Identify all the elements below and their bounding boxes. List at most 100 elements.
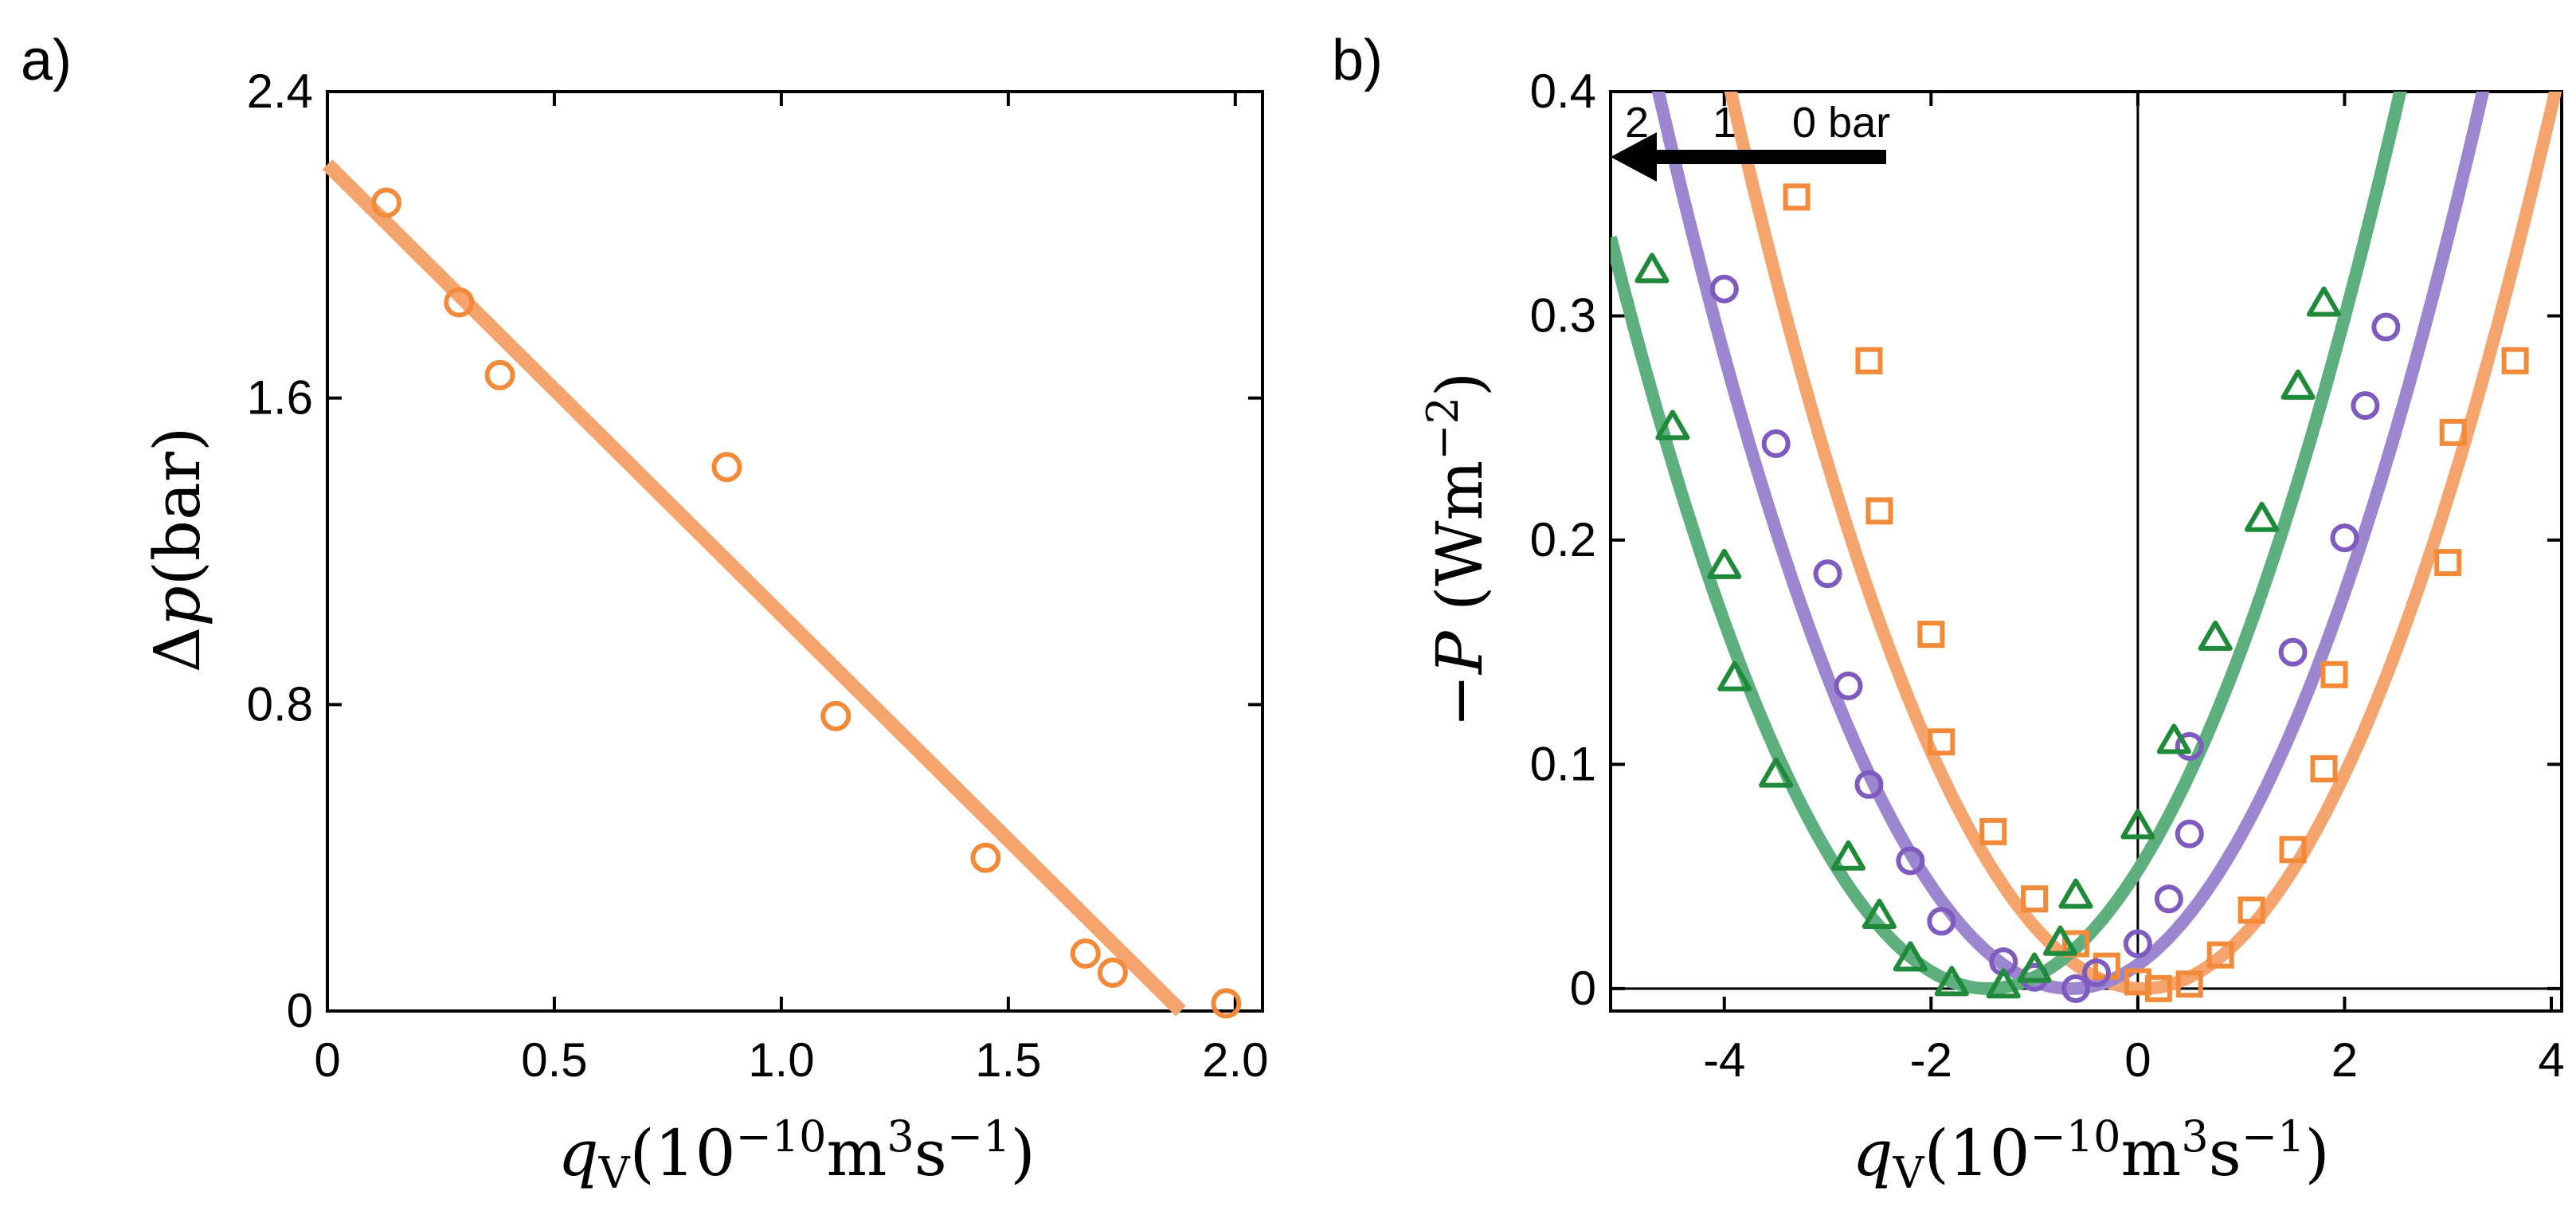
- b-data-point-triangle: [1986, 968, 2021, 999]
- y-label-exp: −2: [1418, 397, 1468, 460]
- b-data-point-square: [1865, 497, 1893, 525]
- b-data-point-triangle: [1655, 410, 1690, 441]
- b-data-point-circle: [2175, 819, 2204, 848]
- b-fit-curve: [1724, 92, 2562, 995]
- svg-text:qV(10−10m3s−1): qV(10−10m3s−1): [558, 1111, 1035, 1198]
- x-label-m: m: [827, 1116, 887, 1190]
- b-xtick-label: 0: [2124, 1033, 2151, 1087]
- a-ytick-label: 2.4: [247, 65, 313, 118]
- panel-a-ticks: 0 0.5 1.0 1.5 2.0 0 0.8 1.6 2.4: [247, 65, 1269, 1087]
- a-data-point: [371, 187, 402, 218]
- b-data-point-square: [2501, 347, 2529, 374]
- b-data-point-triangle: [1830, 840, 1866, 871]
- b-data-point-triangle: [2042, 925, 2078, 956]
- a-data-point: [711, 452, 742, 483]
- b-data-point-triangle: [1634, 253, 1670, 284]
- x-label-exp1: −10: [736, 1111, 827, 1162]
- a-ytick-label: 1.6: [247, 371, 313, 425]
- y-label-P: P: [1423, 630, 1497, 676]
- b-ytick-label: 0: [1570, 962, 1596, 1015]
- panel-a-letter: a): [21, 29, 72, 92]
- b-data-point-circle: [1896, 846, 1925, 876]
- b-data-point-triangle: [2306, 286, 2342, 317]
- a-data-point: [484, 359, 515, 390]
- b-ytick-label: 0.3: [1530, 288, 1596, 342]
- b-data-point-circle: [2330, 523, 2359, 553]
- b-data-point-square: [2310, 755, 2338, 783]
- b-data-point-triangle: [2245, 501, 2280, 532]
- panel-b-ticks: -4 -2 0 2 4 0 0.1 0.2 0.3 0.4: [1530, 65, 2565, 1087]
- b-data-point-circle: [2123, 929, 2152, 958]
- b-data-point-square: [1928, 728, 1955, 756]
- b-data-point-triangle: [1759, 757, 1794, 788]
- b-data-point-square: [2237, 896, 2265, 924]
- x-label-exp3: −1: [2241, 1111, 2305, 1162]
- x-label-q: q: [1852, 1116, 1893, 1190]
- y-label-minus: −: [1423, 674, 1497, 727]
- b-data-point-triangle: [1707, 548, 1742, 579]
- b-data-point-circle: [2175, 731, 2204, 761]
- b-xtick-label: -4: [1703, 1033, 1745, 1087]
- b-data-point-square: [2279, 836, 2307, 864]
- b-data-point-circle: [1854, 770, 1884, 799]
- y-label-unit: (bar): [140, 427, 214, 586]
- a-ytick-label: 0.8: [247, 677, 313, 731]
- annotation-label-0: 0 bar: [1792, 99, 1890, 147]
- b-data-point-circle: [1834, 671, 1863, 700]
- b-fit-curve: [1611, 92, 2407, 995]
- x-label-s: s: [914, 1116, 947, 1190]
- a-data-point: [1211, 988, 1242, 1019]
- b-data-point-square: [1783, 183, 1811, 211]
- a-data-point: [444, 287, 475, 318]
- a-data-point: [1097, 957, 1128, 988]
- y-label-open: (Wm: [1423, 460, 1497, 632]
- b-data-point-circle: [1709, 274, 1739, 304]
- a-data-point: [820, 700, 851, 731]
- b-data-point-circle: [2061, 974, 2091, 1003]
- panel-b-points: [1634, 183, 2529, 1003]
- b-data-point-square: [2021, 885, 2049, 913]
- panel-b-frame: [1609, 90, 2563, 1013]
- b-data-point-triangle: [2280, 369, 2316, 400]
- b-data-point-square: [2434, 549, 2462, 577]
- x-label-close: ): [2304, 1116, 2329, 1190]
- x-label-exp2: 3: [887, 1111, 914, 1162]
- panel-a-frame: [326, 90, 1264, 1013]
- b-data-point-square: [1917, 621, 1945, 649]
- b-ytick-label: 0.4: [1530, 65, 1596, 118]
- b-data-point-triangle: [2198, 620, 2233, 651]
- b-data-point-triangle: [2017, 952, 2052, 983]
- y-label-delta: Δ: [140, 627, 214, 673]
- b-data-point-triangle: [2058, 878, 2093, 909]
- a-data-point: [970, 842, 1001, 873]
- b-data-point-circle: [1761, 429, 1791, 458]
- b-data-point-square: [2206, 941, 2234, 969]
- panel-a-x-label: qV(10−10m3s−1): [558, 1111, 1035, 1198]
- annotation-arrow-head: [1611, 132, 1657, 182]
- b-data-point-square: [2439, 418, 2467, 446]
- x-label-open: (10: [630, 1116, 736, 1190]
- x-label-close: ): [1010, 1116, 1035, 1190]
- x-label-exp1: −10: [2030, 1111, 2121, 1162]
- b-data-point-triangle: [1934, 966, 1969, 997]
- a-xtick-label: 1.5: [975, 1033, 1041, 1087]
- b-data-point-triangle: [1862, 898, 1897, 929]
- a-ytick-label: 0: [287, 984, 313, 1037]
- panel-b-letter: b): [1332, 29, 1383, 92]
- panel-a: a) 0 0.5 1.0 1.5 2.0 0 0.8 1.6 2.4 Δp(bar) qV(10…: [21, 29, 1269, 1198]
- b-data-point-circle: [2081, 958, 2111, 988]
- b-data-point-triangle: [1893, 941, 1928, 972]
- x-label-exp3: −1: [947, 1111, 1011, 1162]
- x-label-sub: V: [1893, 1148, 1925, 1198]
- b-fit-curve: [1651, 92, 2490, 995]
- b-data-point-circle: [2351, 391, 2380, 421]
- b-data-point-square: [1855, 347, 1883, 374]
- b-data-point-triangle: [2156, 723, 2191, 754]
- a-xtick-label: 2.0: [1202, 1033, 1268, 1087]
- panel-b-y-label: −P (Wm−2): [1418, 372, 1497, 727]
- b-data-point-circle: [1927, 907, 1956, 936]
- panel-b: b) -4 -2 0 2 4 0 0.1 0.2 0.3 0.4 2 1 0 bar −P (Wm…: [1332, 29, 2565, 1198]
- a-xtick-label: 1.0: [748, 1033, 814, 1087]
- svg-text:Δp(bar): Δp(bar): [140, 427, 214, 673]
